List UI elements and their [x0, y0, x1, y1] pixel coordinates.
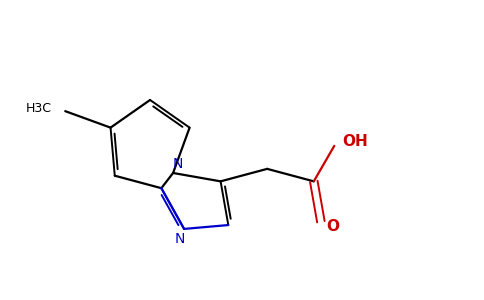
Text: N: N [174, 232, 185, 246]
Text: OH: OH [342, 134, 368, 149]
Text: O: O [326, 219, 339, 234]
Text: N: N [172, 157, 183, 171]
Text: H3C: H3C [26, 102, 51, 115]
